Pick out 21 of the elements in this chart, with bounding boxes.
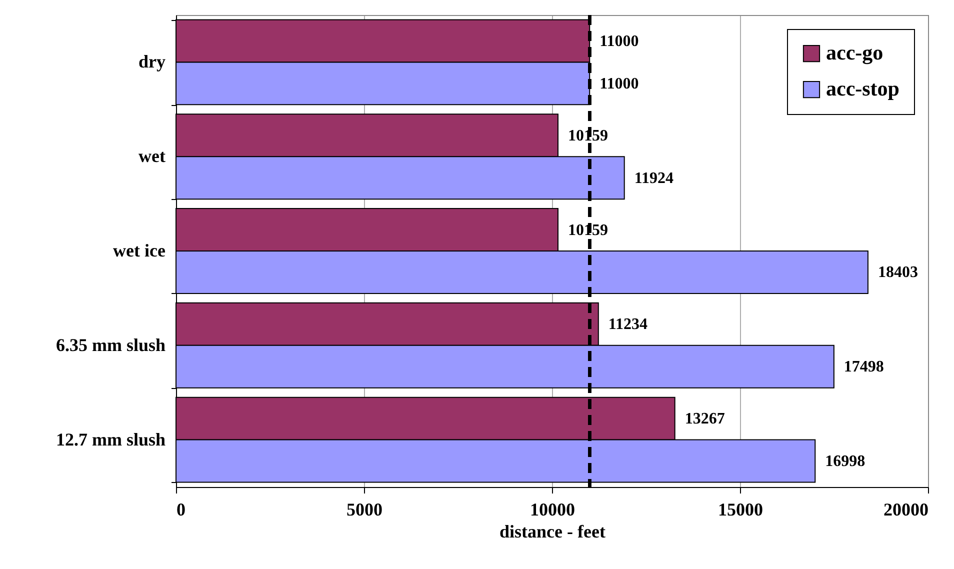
x-tick-label: 5000	[346, 500, 382, 520]
legend-label: acc-stop	[826, 76, 900, 100]
x-tick-label: 15000	[718, 500, 763, 520]
data-label: 11234	[608, 316, 648, 334]
legend-label: acc-go	[826, 40, 884, 64]
x-axis-title: distance - feet	[500, 522, 606, 542]
y-tick-label: dry	[138, 52, 166, 72]
y-tick-label: 12.7 mm slush	[56, 429, 166, 450]
data-label: 17498	[844, 358, 884, 376]
x-tick-label: 0	[176, 500, 186, 520]
data-label: 13267	[684, 410, 725, 428]
data-label: 16998	[825, 453, 866, 470]
x-tick-label: 10000	[530, 500, 575, 520]
data-label: 11924	[634, 170, 674, 187]
data-label: 18403	[878, 264, 918, 282]
y-tick-label: wet	[138, 146, 166, 166]
data-label: 11000	[600, 32, 639, 50]
y-tick-label: wet ice	[113, 240, 166, 260]
x-tick-label: 20000	[884, 500, 928, 520]
y-tick-label: 6.35 mm slush	[56, 334, 166, 355]
data-label: 11000	[600, 75, 639, 92]
